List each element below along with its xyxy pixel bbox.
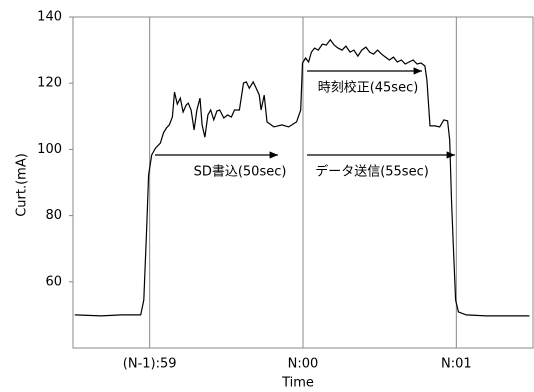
x-tick-label: (N-1):59 xyxy=(123,357,177,372)
y-axis-label: Curt.(mA) xyxy=(15,153,30,217)
annotation-text: データ送信(55sec) xyxy=(315,164,429,180)
annotation-text: 時刻校正(45sec) xyxy=(318,80,419,96)
y-tick-label: 60 xyxy=(45,274,62,289)
x-tick-label: N:00 xyxy=(288,357,319,372)
annotation-text: SD書込(50sec) xyxy=(194,165,287,180)
x-axis-label: Time xyxy=(281,376,314,391)
y-tick-label: 80 xyxy=(45,208,62,223)
y-tick-label: 140 xyxy=(37,10,62,25)
y-tick-label: 100 xyxy=(37,142,62,157)
y-tick-label: 120 xyxy=(37,76,62,91)
x-tick-label: N:01 xyxy=(441,357,472,372)
data-line xyxy=(74,38,530,317)
